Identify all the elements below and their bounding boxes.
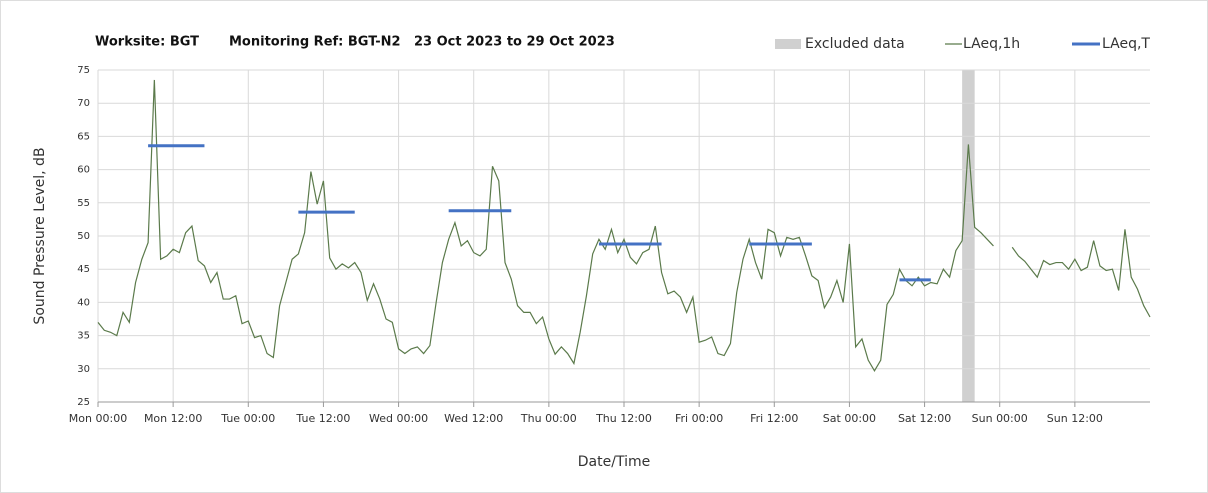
x-tick-label: Fri 12:00 (750, 412, 798, 425)
y-tick-label: 75 (77, 65, 90, 76)
legend-label: Excluded data (805, 36, 905, 52)
y-tick-label: 65 (77, 131, 90, 142)
legend-swatch (775, 39, 801, 49)
title-ref: Monitoring Ref: BGT-N2 (229, 35, 401, 50)
x-tick-label: Sat 00:00 (823, 412, 876, 425)
x-tick-label: Wed 00:00 (369, 412, 428, 425)
x-tick-label: Sat 12:00 (898, 412, 951, 425)
x-tick-label: Tue 12:00 (295, 412, 350, 425)
x-tick-label: Thu 00:00 (520, 412, 577, 425)
x-tick-label: Fri 00:00 (675, 412, 723, 425)
x-tick-label: Tue 00:00 (220, 412, 275, 425)
y-tick-label: 30 (77, 364, 90, 375)
legend-label: LAeq,T (1102, 36, 1150, 52)
y-tick-label: 45 (77, 264, 90, 275)
y-axis-label: Sound Pressure Level, dB (32, 147, 48, 324)
y-tick-label: 50 (77, 231, 90, 242)
title-dates: 23 Oct 2023 to 29 Oct 2023 (414, 35, 615, 50)
y-tick-label: 40 (77, 297, 90, 308)
legend-label: LAeq,1h (963, 36, 1020, 52)
y-tick-label: 70 (77, 98, 90, 109)
x-tick-label: Mon 00:00 (69, 412, 127, 425)
x-tick-label: Wed 12:00 (444, 412, 503, 425)
x-tick-label: Thu 12:00 (595, 412, 652, 425)
y-tick-label: 55 (77, 198, 90, 209)
x-axis-label: Date/Time (578, 454, 650, 470)
x-tick-label: Mon 12:00 (144, 412, 202, 425)
x-tick-label: Sun 00:00 (972, 412, 1028, 425)
x-tick-label: Sun 12:00 (1047, 412, 1103, 425)
title-site: Worksite: BGT (95, 35, 199, 50)
y-tick-label: 60 (77, 165, 90, 176)
series-line (97, 79, 1151, 372)
y-tick-label: 25 (77, 397, 90, 408)
y-tick-label: 35 (77, 331, 90, 342)
